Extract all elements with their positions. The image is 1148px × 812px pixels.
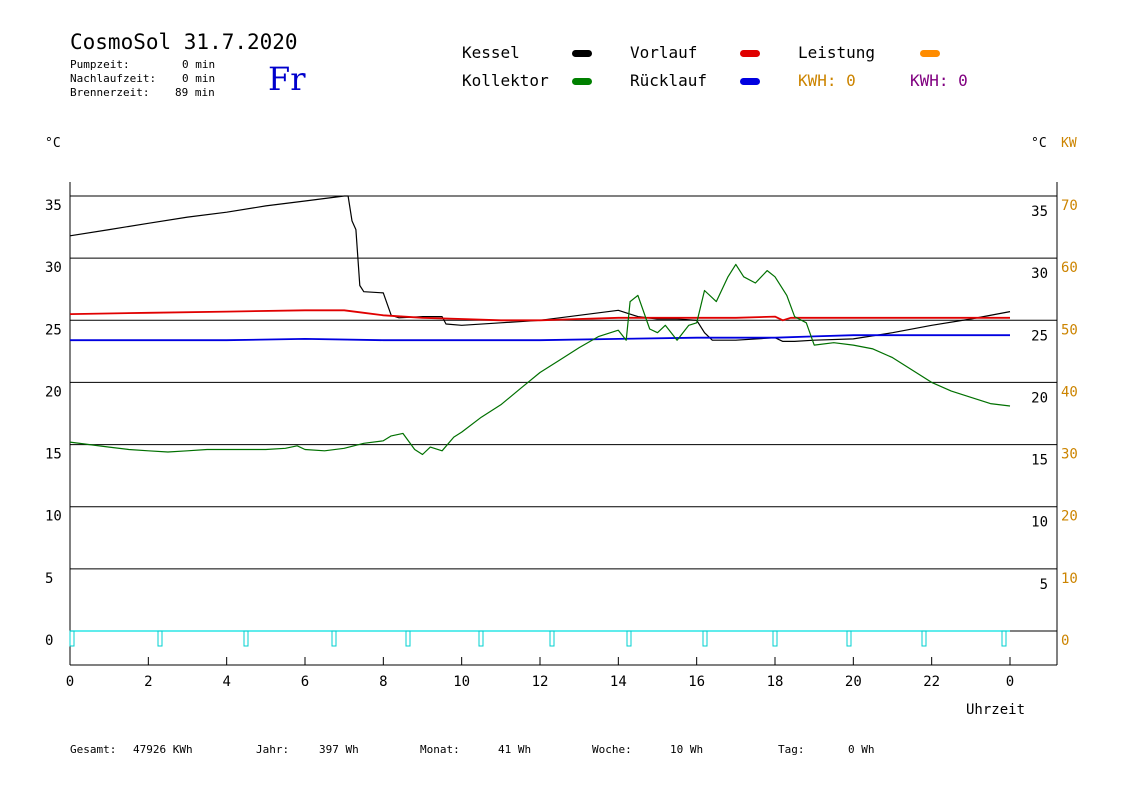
y-tick-right-35: 35 <box>1031 204 1048 220</box>
legend-ruecklauf-swatch <box>740 78 760 85</box>
x-tick-9: 18 <box>767 674 784 690</box>
x-tick-5: 10 <box>453 674 470 690</box>
y-tick-right-20: 20 <box>1031 390 1048 406</box>
x-tick-12: 0 <box>1006 674 1014 690</box>
y-tick-left-10: 10 <box>45 509 62 525</box>
stat-brennerzeit-value: 89 min <box>175 86 215 99</box>
footer-woche-value: 10 Wh <box>670 743 704 756</box>
pump-marker-11 <box>921 630 927 647</box>
series-kollektor <box>69 263 1011 456</box>
footer-woche-label: Woche: <box>592 743 632 756</box>
y-tick-right-10: 10 <box>1031 515 1048 531</box>
x-tick-11: 22 <box>923 674 940 690</box>
legend-vorlauf-label: Vorlauf <box>630 43 698 62</box>
legend-kwh-orange: KWH: 0 <box>798 71 856 90</box>
pump-marker-1 <box>157 630 163 647</box>
chart-title: CosmoSol 31.7.2020 <box>70 30 298 54</box>
x-tick-4: 8 <box>379 674 387 690</box>
y-tick-left-25: 25 <box>45 322 62 338</box>
y-tick-kw-70: 70 <box>1061 198 1078 214</box>
pump-marker-9 <box>772 630 778 647</box>
legend-ruecklauf-label: Rücklauf <box>630 71 708 90</box>
legend-vorlauf-swatch <box>740 50 760 57</box>
footer-jahr-value: 397 Wh <box>319 743 359 756</box>
pump-marker-10 <box>846 630 852 647</box>
x-tick-3: 6 <box>301 674 309 690</box>
x-tick-8: 16 <box>688 674 705 690</box>
legend-kessel-swatch <box>572 50 592 57</box>
y-tick-left-5: 5 <box>45 571 53 587</box>
y-tick-left-0: 0 <box>45 633 53 649</box>
x-tick-10: 20 <box>845 674 862 690</box>
stat-nachlaufzeit-label: Nachlaufzeit: <box>70 72 157 85</box>
footer-gesamt-value: 47926 KWh <box>133 743 193 756</box>
legend-leistung-label: Leistung <box>798 43 876 62</box>
y-tick-right-5: 5 <box>1040 577 1048 593</box>
y-tick-kw-60: 60 <box>1061 260 1078 276</box>
x-axis-label: Uhrzeit <box>966 702 1026 718</box>
series-vorlauf <box>69 309 1010 322</box>
legend-kwh-purple: KWH: 0 <box>910 71 968 90</box>
x-tick-1: 2 <box>144 674 152 690</box>
pump-marker-5 <box>478 630 484 647</box>
right-axis-unit: °C <box>1031 136 1047 151</box>
pump-marker-6 <box>549 630 555 647</box>
x-tick-6: 12 <box>532 674 549 690</box>
footer-tag-label: Tag: <box>778 743 805 756</box>
weekday-label: Fr <box>268 60 306 98</box>
y-tick-left-35: 35 <box>45 198 62 214</box>
y-tick-left-30: 30 <box>45 260 62 276</box>
y-tick-kw-50: 50 <box>1061 322 1078 338</box>
y-tick-kw-20: 20 <box>1061 509 1078 525</box>
legend-kollektor-swatch <box>572 78 592 85</box>
legend-kessel-label: Kessel <box>462 43 520 62</box>
y-tick-left-20: 20 <box>45 384 62 400</box>
x-tick-7: 14 <box>610 674 627 690</box>
legend-kollektor-label: Kollektor <box>462 71 549 90</box>
y-tick-kw-10: 10 <box>1061 571 1078 587</box>
pump-marker-3 <box>331 630 337 647</box>
pump-marker-7 <box>626 630 632 647</box>
y-tick-right-25: 25 <box>1031 328 1048 344</box>
pump-marker-12 <box>1001 630 1007 647</box>
footer-jahr-label: Jahr: <box>256 743 290 756</box>
y-tick-kw-0: 0 <box>1061 633 1069 649</box>
stat-pumpzeit-label: Pumpzeit: <box>70 58 130 71</box>
footer-gesamt-label: Gesamt: <box>70 743 117 756</box>
y-tick-kw-40: 40 <box>1061 384 1078 400</box>
stat-nachlaufzeit-value: 0 min <box>182 72 216 85</box>
stat-brennerzeit-label: Brennerzeit: <box>70 86 150 99</box>
series-ruecklauf <box>70 334 1010 342</box>
footer-tag-value: 0 Wh <box>848 743 875 756</box>
pump-marker-2 <box>243 630 249 647</box>
left-axis-unit: °C <box>45 136 61 151</box>
legend-leistung-swatch <box>920 50 940 57</box>
y-tick-right-15: 15 <box>1031 453 1048 469</box>
y-tick-left-15: 15 <box>45 447 62 463</box>
pump-marker-0 <box>69 630 75 647</box>
series-kessel <box>69 195 1011 342</box>
footer-monat-value: 41 Wh <box>498 743 532 756</box>
y-tick-kw-30: 30 <box>1061 447 1078 463</box>
x-tick-2: 4 <box>222 674 230 690</box>
right-axis-unit-kw: KW <box>1061 136 1077 151</box>
footer-monat-label: Monat: <box>420 743 460 756</box>
y-tick-right-30: 30 <box>1031 266 1048 282</box>
stat-pumpzeit-value: 0 min <box>182 58 216 71</box>
x-tick-0: 0 <box>66 674 74 690</box>
pump-marker-8 <box>702 630 708 647</box>
pump-marker-4 <box>405 630 411 647</box>
